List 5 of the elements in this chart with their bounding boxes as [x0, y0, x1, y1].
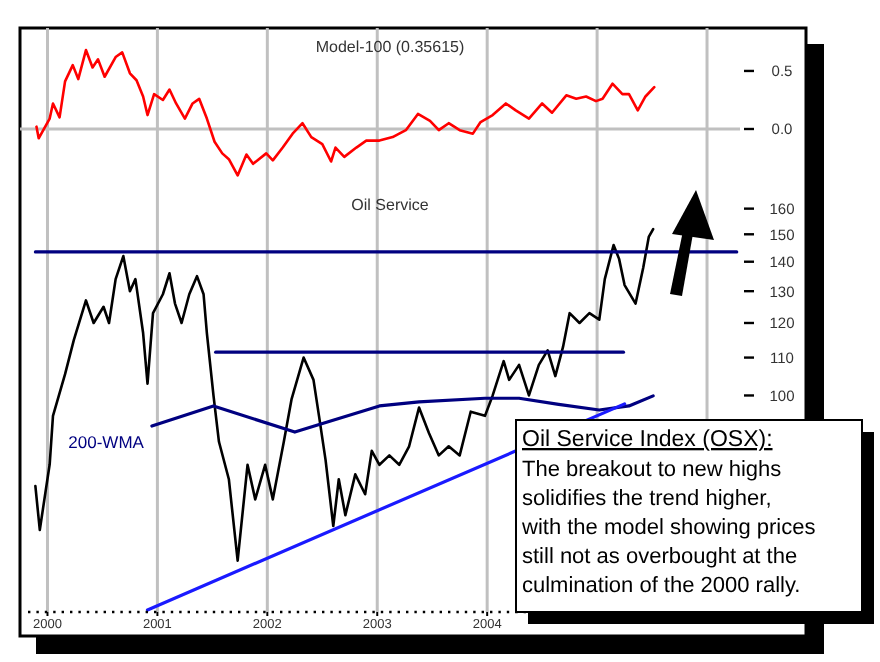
annotation: Oil Service Index (OSX): [522, 428, 773, 452]
annotation: The breakout to new highs solidifies the trend higher, with the model showing prices still not as overbought at the culmination of the 2000 rally. [520, 458, 817, 598]
text: Model-100 (0.35615) [315, 38, 465, 56]
series-label: 200-WMA [68, 432, 145, 453]
chart-title: Oil Service [351, 196, 430, 214]
